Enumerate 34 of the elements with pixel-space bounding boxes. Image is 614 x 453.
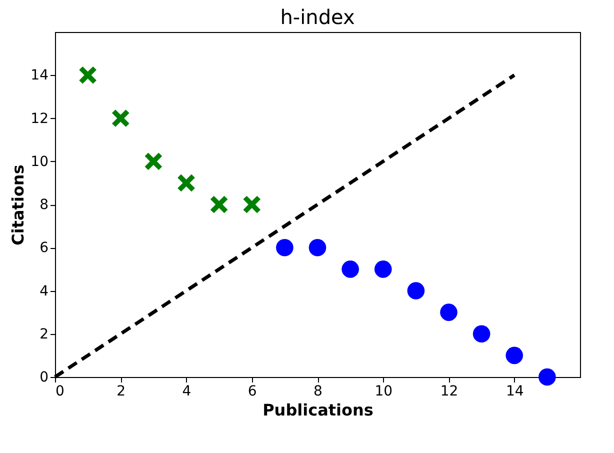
- x-axis-title: Publications: [262, 400, 374, 420]
- x-tick-label: 0: [56, 384, 64, 400]
- point: [538, 368, 556, 386]
- x-tick-label: 12: [440, 384, 458, 400]
- y-tick-label: 12: [30, 110, 48, 127]
- point: [342, 260, 359, 278]
- chart-title: h-index: [280, 5, 355, 29]
- point: [178, 174, 195, 192]
- point: [440, 304, 458, 321]
- x-tick-label: 6: [248, 384, 257, 400]
- point: [243, 196, 261, 214]
- y-tick-label: 0: [40, 370, 48, 386]
- point: [144, 152, 162, 170]
- point: [308, 238, 326, 256]
- x-tick-label: 4: [182, 384, 192, 400]
- point: [112, 110, 130, 127]
- point: [210, 196, 228, 214]
- x-tick-label: 8: [314, 384, 322, 400]
- point: [79, 66, 96, 84]
- point: [407, 282, 425, 300]
- y-tick-label: 10: [30, 154, 48, 170]
- y-tick-label: 8: [40, 197, 48, 213]
- x-tick-label: 2: [116, 384, 126, 400]
- point: [276, 238, 294, 256]
- y-tick-label: 14: [30, 68, 49, 84]
- x-tick-label: 10: [374, 384, 393, 400]
- point: [374, 260, 392, 278]
- x-tick-label: 14: [506, 384, 524, 400]
- y-tick-label: 6: [40, 240, 49, 256]
- y-tick-label: 2: [40, 326, 48, 342]
- y-axis-title: Citations: [8, 164, 28, 246]
- point: [472, 325, 490, 343]
- point: [506, 346, 524, 364]
- y-tick-label: 4: [40, 283, 49, 300]
